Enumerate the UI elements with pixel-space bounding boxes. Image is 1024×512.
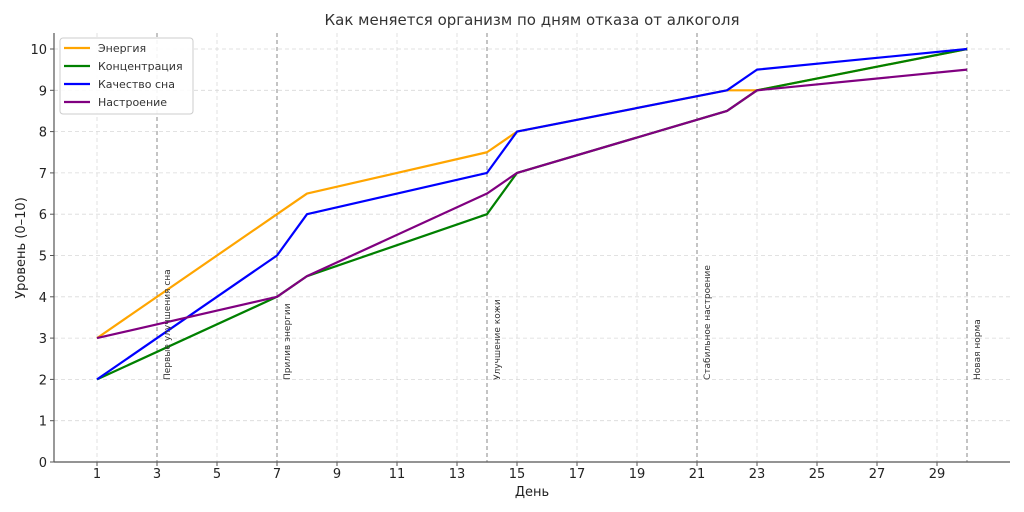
grid — [54, 33, 1010, 462]
x-tick-label: 19 — [629, 467, 646, 482]
x-tick-label: 11 — [389, 467, 406, 482]
legend-label: Настроение — [98, 96, 167, 109]
x-tick-label: 3 — [153, 467, 161, 482]
y-tick-label: 7 — [39, 167, 47, 182]
chart-title: Как меняется организм по дням отказа от … — [325, 11, 740, 29]
y-tick-label: 2 — [39, 373, 47, 388]
annotations: Первые улучшения сна Прилив энергии Улучше… — [163, 265, 983, 380]
annotation-label: Улучшение кожи — [493, 299, 503, 380]
legend-label: Энергия — [98, 42, 146, 55]
y-tick-label: 4 — [39, 291, 47, 306]
y-tick-label: 10 — [30, 43, 47, 58]
legend: Энергия Концентрация Качество сна Настроени… — [59, 37, 194, 115]
series-line — [96, 47, 968, 381]
annotation-label: Стабильное настроение — [703, 265, 713, 380]
series-line — [96, 68, 968, 340]
x-ticks: 1 3 5 7 9 11 13 15 17 19 21 23 25 27 29 — [93, 462, 945, 482]
x-tick-label: 21 — [689, 467, 706, 482]
x-tick-label: 29 — [929, 467, 946, 482]
x-tick-label: 15 — [509, 467, 526, 482]
y-tick-label: 0 — [39, 456, 47, 471]
x-tick-label: 17 — [569, 467, 586, 482]
annotation-label: Новая норма — [973, 319, 983, 380]
x-tick-label: 1 — [93, 467, 101, 482]
legend-label: Качество сна — [98, 78, 175, 91]
axes — [53, 33, 1010, 463]
y-ticks: 0 1 2 3 4 5 6 7 8 9 10 — [30, 43, 54, 471]
y-tick-label: 8 — [39, 126, 47, 141]
x-tick-label: 23 — [749, 467, 766, 482]
legend-box — [59, 37, 194, 115]
x-tick-label: 27 — [869, 467, 886, 482]
y-tick-label: 1 — [39, 415, 47, 430]
x-tick-label: 9 — [333, 467, 341, 482]
annotation-label: Прилив энергии — [283, 303, 293, 380]
series-lines — [96, 47, 968, 381]
y-tick-label: 5 — [39, 250, 47, 265]
x-tick-label: 25 — [809, 467, 826, 482]
x-tick-label: 5 — [213, 467, 221, 482]
y-tick-label: 9 — [39, 84, 47, 99]
annotation-lines — [156, 33, 968, 462]
series-line — [96, 47, 968, 340]
annotation-label: Первые улучшения сна — [163, 269, 173, 380]
y-tick-label: 3 — [39, 332, 47, 347]
x-tick-label: 13 — [449, 467, 466, 482]
x-tick-label: 7 — [273, 467, 281, 482]
x-axis-label: День — [515, 485, 549, 500]
y-tick-label: 6 — [39, 208, 47, 223]
legend-label: Концентрация — [98, 60, 183, 73]
y-axis-label: Уровень (0–10) — [14, 197, 29, 299]
